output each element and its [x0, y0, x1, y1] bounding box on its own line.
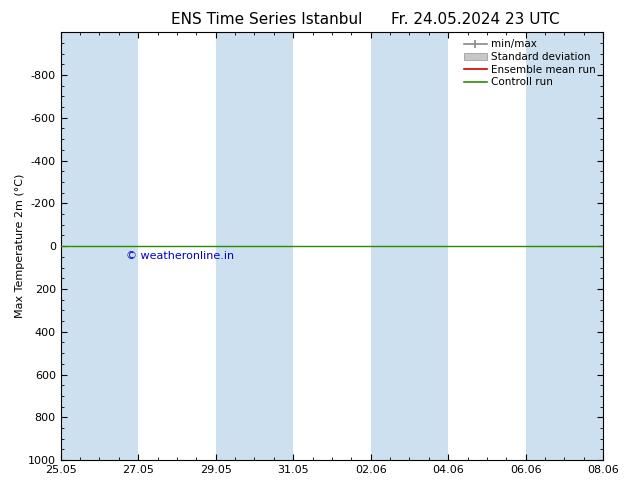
Text: ENS Time Series Istanbul: ENS Time Series Istanbul: [171, 12, 362, 27]
Text: Fr. 24.05.2024 23 UTC: Fr. 24.05.2024 23 UTC: [391, 12, 560, 27]
Legend: min/max, Standard deviation, Ensemble mean run, Controll run: min/max, Standard deviation, Ensemble me…: [462, 37, 598, 89]
Bar: [61, 32, 138, 460]
Bar: [371, 32, 448, 460]
Bar: [216, 32, 293, 460]
Text: © weatheronline.in: © weatheronline.in: [126, 251, 234, 262]
Y-axis label: Max Temperature 2m (°C): Max Temperature 2m (°C): [15, 174, 25, 318]
Bar: [526, 32, 603, 460]
